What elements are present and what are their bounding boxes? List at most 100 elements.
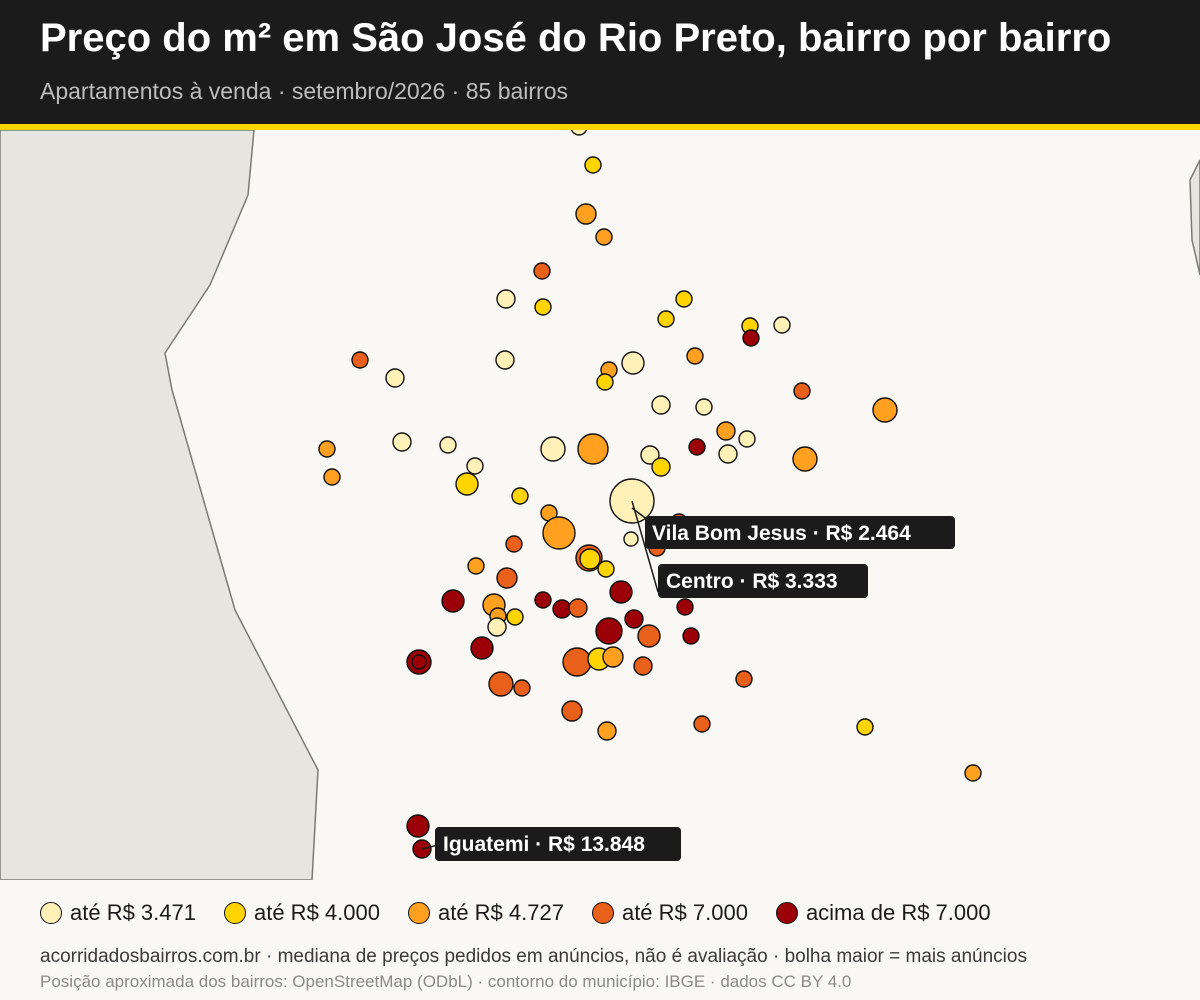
neighborhood-bubble	[511, 487, 529, 505]
callout-label-centro: Centro · R$ 3.333	[666, 570, 838, 593]
callout-box-vila-bom-jesus	[645, 516, 955, 549]
neighborhood-bubble	[597, 560, 615, 578]
legend-item-tier-4: até R$ 7.000	[591, 900, 748, 926]
callout-box-iguatemi	[435, 827, 681, 861]
neighborhood-bubble	[584, 156, 602, 174]
neighborhood-bubble	[686, 347, 704, 365]
legend-swatch-tier-1	[40, 902, 62, 924]
neighborhood-bubble	[640, 445, 660, 465]
accent-bar	[0, 124, 1200, 130]
neighborhood-bubble	[385, 368, 405, 388]
neighborhood-bubble	[596, 373, 614, 391]
legend-item-tier-2: até R$ 4.000	[223, 900, 380, 926]
neighborhood-bubble	[506, 608, 524, 626]
legend: até R$ 3.471 até R$ 4.000 até R$ 4.727 a…	[40, 896, 1019, 930]
neighborhood-bubble	[872, 397, 898, 423]
neighborhood-bubble	[562, 647, 592, 677]
attribution-note: Posição aproximada dos bairros: OpenStre…	[40, 972, 852, 991]
map-title: Preço do m² em São José do Rio Preto, ba…	[40, 16, 1112, 60]
neighborhood-bubble	[964, 764, 982, 782]
neighborhood-bubble	[568, 598, 588, 618]
legend-item-tier-1: até R$ 3.471	[40, 900, 196, 926]
neighborhood-bubble	[496, 567, 518, 589]
neighborhood-bubble	[577, 433, 609, 465]
neighborhood-bubble	[595, 617, 623, 645]
neighborhood-bubble	[534, 591, 552, 609]
neighborhood-bubble	[351, 351, 369, 369]
outside-area-right	[1189, 159, 1200, 276]
neighborhood-bubble	[693, 715, 711, 733]
neighborhood-bubble	[505, 535, 523, 553]
neighborhood-bubble	[552, 599, 572, 619]
legend-label-tier-4: até R$ 7.000	[621, 900, 748, 925]
neighborhood-bubble	[688, 438, 706, 456]
neighborhood-bubble	[595, 228, 613, 246]
neighborhood-bubble	[455, 472, 479, 496]
neighborhood-bubble	[392, 432, 412, 452]
neighborhood-bubble	[792, 446, 818, 472]
map-canvas: Vila Bom Jesus · R$ 2.464 Centro · R$ 3.…	[0, 130, 1200, 880]
neighborhood-bubble	[318, 440, 336, 458]
neighborhood-bubble	[534, 298, 552, 316]
neighborhood-bubble	[467, 557, 485, 575]
neighborhood-bubble	[487, 617, 507, 637]
legend-label-tier-3: até R$ 4.727	[437, 900, 564, 925]
neighborhood-bubble	[735, 670, 753, 688]
callout-leader-centro	[631, 500, 659, 593]
callout-layer: Vila Bom Jesus · R$ 2.464 Centro · R$ 3.…	[421, 500, 955, 861]
neighborhood-bubble	[533, 262, 551, 280]
neighborhood-bubble	[856, 718, 874, 736]
legend-item-tier-5: acima de R$ 7.000	[775, 900, 991, 926]
neighborhood-bubble	[406, 814, 430, 838]
neighborhood-bubble	[540, 436, 566, 462]
legend-swatch-tier-4	[591, 902, 614, 924]
neighborhood-bubble	[657, 310, 675, 328]
neighborhood-bubble	[621, 351, 645, 375]
neighborhood-bubble	[742, 329, 760, 347]
legend-swatch-tier-2	[223, 902, 246, 924]
legend-label-tier-5: acima de R$ 7.000	[805, 900, 991, 925]
header: Preço do m² em São José do Rio Preto, ba…	[0, 0, 1200, 124]
neighborhood-bubble	[675, 290, 693, 308]
neighborhood-bubble	[579, 548, 601, 570]
callout-label-iguatemi: Iguatemi · R$ 13.848	[443, 833, 645, 856]
neighborhood-bubble	[561, 700, 583, 722]
neighborhood-bubble	[623, 531, 639, 547]
neighborhood-bubble	[718, 444, 738, 464]
legend-swatch-tier-3	[407, 902, 430, 924]
neighborhood-bubble	[609, 580, 633, 604]
neighborhood-bubble	[651, 395, 671, 415]
neighborhood-bubble	[793, 382, 811, 400]
outside-area-left	[0, 130, 319, 880]
neighborhood-bubble	[773, 316, 791, 334]
neighborhood-bubble	[682, 627, 700, 645]
neighborhood-bubble	[738, 430, 756, 448]
neighborhood-bubble	[411, 654, 427, 670]
neighborhood-bubble	[542, 516, 576, 550]
neighborhood-bubble	[470, 636, 494, 660]
legend-item-tier-3: até R$ 4.727	[407, 900, 564, 926]
neighborhood-bubble	[716, 421, 736, 441]
legend-swatch-tier-5	[775, 902, 798, 924]
neighborhood-bubble	[466, 457, 484, 475]
callout-label-vila-bom-jesus: Vila Bom Jesus · R$ 2.464	[652, 522, 911, 545]
neighborhood-bubble	[651, 457, 671, 477]
source-line: acorridadosbairros.com.br · mediana de p…	[40, 946, 1027, 967]
neighborhood-markers	[318, 130, 982, 859]
legend-label-tier-1: até R$ 3.471	[70, 900, 196, 925]
neighborhood-bubble	[441, 589, 465, 613]
map-subtitle: Apartamentos à venda · setembro/2026 · 8…	[40, 78, 569, 104]
neighborhood-bubble	[676, 598, 694, 616]
neighborhood-bubble	[624, 609, 644, 629]
neighborhood-bubble	[633, 656, 653, 676]
neighborhood-bubble	[695, 398, 713, 416]
neighborhood-bubble	[323, 468, 341, 486]
neighborhood-bubble	[597, 721, 617, 741]
legend-label-tier-2: até R$ 4.000	[253, 900, 380, 925]
neighborhood-bubble	[496, 289, 516, 309]
neighborhood-bubble	[570, 130, 588, 136]
neighborhood-bubble	[575, 203, 597, 225]
neighborhood-bubble	[602, 646, 624, 668]
neighborhood-bubble	[439, 436, 457, 454]
neighborhood-bubble	[488, 671, 514, 697]
